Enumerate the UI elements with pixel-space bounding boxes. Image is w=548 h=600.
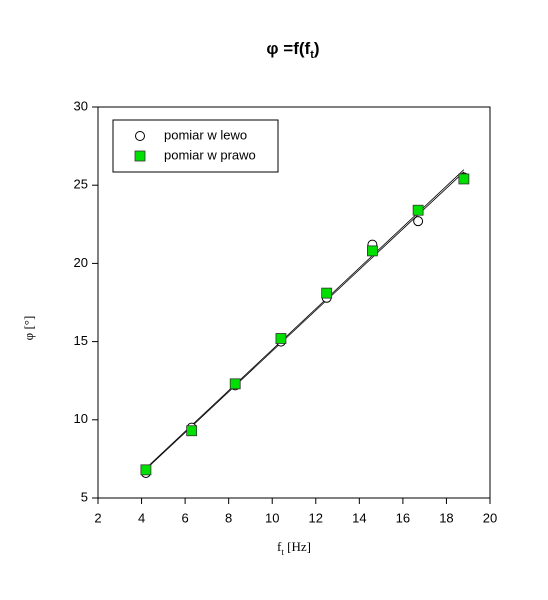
y-tick-label: 15 (74, 333, 88, 348)
y-tick-label: 30 (74, 98, 88, 113)
title-end: ) (314, 39, 320, 58)
x-tick-label: 2 (94, 510, 101, 525)
chart-title: φ =f(ft) (266, 39, 319, 60)
trend-line (145, 169, 465, 469)
x-tick-label: 8 (225, 510, 232, 525)
x-label-main: f (277, 539, 282, 554)
x-tick-label: 16 (396, 510, 410, 525)
legend-marker (135, 131, 145, 141)
x-tick-label: 20 (483, 510, 497, 525)
x-tick-label: 14 (352, 510, 366, 525)
plot-frame (97, 106, 491, 499)
trend-line (145, 171, 465, 470)
point (366, 245, 378, 257)
x-tick-label: 18 (439, 510, 453, 525)
title-sub: t (310, 49, 314, 61)
x-tick-label: 10 (265, 510, 279, 525)
point (186, 425, 198, 437)
x-tick-label: 6 (181, 510, 188, 525)
legend-box (112, 119, 279, 173)
legend-label: pomiar w lewo (164, 127, 247, 142)
y-tick-label: 20 (74, 255, 88, 270)
point (413, 216, 424, 227)
point (458, 173, 470, 185)
x-tick-label: 4 (138, 510, 145, 525)
point (321, 287, 333, 299)
point (229, 378, 241, 390)
x-tick-label: 12 (309, 510, 323, 525)
x-label-end: [Hz] (284, 539, 311, 554)
point (275, 333, 287, 344)
legend-marker (134, 150, 146, 162)
legend-label: pomiar w prawo (164, 147, 256, 162)
y-tick-label: 25 (74, 177, 88, 192)
y-tick-label: 5 (81, 489, 88, 504)
x-axis-label: ft [Hz] (277, 539, 311, 557)
y-axis-label: φ [°] (21, 316, 36, 341)
title-main: φ =f(f (266, 39, 310, 58)
point (412, 204, 424, 216)
x-label-sub: t (281, 547, 284, 557)
point (140, 464, 152, 476)
y-tick-label: 10 (74, 411, 88, 426)
